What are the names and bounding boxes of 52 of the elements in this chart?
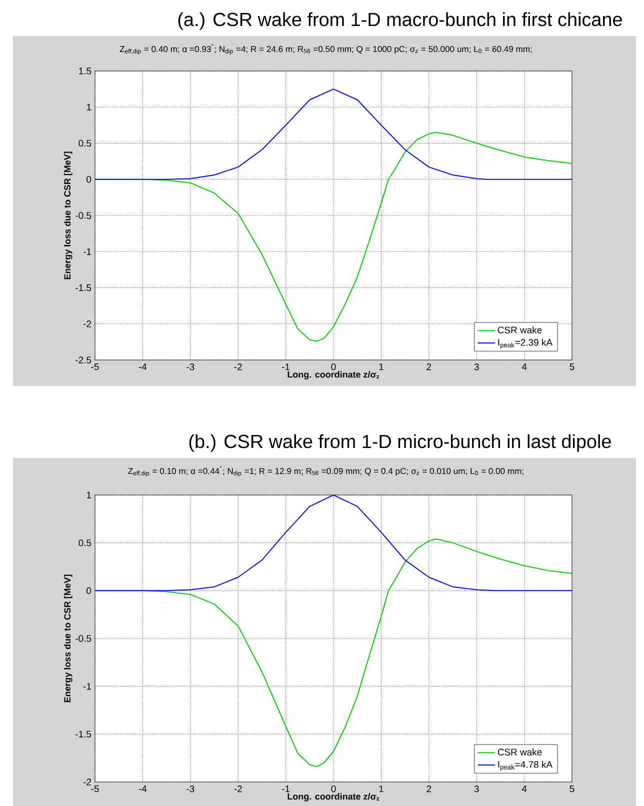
x-tick-label: 2: [426, 786, 432, 792]
legend-label: I$_{peak}$=2.39 kA: [498, 338, 552, 349]
x-tick-label: 2: [426, 364, 432, 370]
y-tick-label: 1: [86, 492, 92, 498]
y-axis-title: Energy loss due to CSR [MeV]: [64, 574, 72, 702]
chart-title: (b.) CSR wake from 1-D micro-bunch in last dipole: [189, 434, 611, 452]
y-tick-label: -2: [83, 320, 92, 328]
y-tick-label: -0.5: [76, 212, 92, 219]
y-tick-label: 1: [86, 104, 92, 110]
x-tick-label: -3: [186, 364, 194, 370]
y-tick-label: 0: [86, 176, 92, 183]
x-tick-label: 5: [570, 364, 574, 370]
text: Z$_{eff,dip}$ = 0.10 m; α =0.44$^{°}$; N$_{dip}$ =1; R = 12.9 m; R$_{56}$ =0.09 mm; Q = 0.4 pC; σ$_{z}$ = 0.010 um; L$_{0}$ = 0.00 mm;: [128, 466, 524, 476]
x-tick-label: -1: [282, 364, 290, 370]
x-tick-label: 4: [522, 364, 527, 370]
x-tick-label: 5: [570, 786, 574, 792]
y-tick-label: 0.5: [78, 539, 92, 546]
x-tick-label: 0: [331, 786, 336, 792]
x-tick-label: 0: [331, 364, 336, 370]
y-tick-label: -2.5: [76, 356, 92, 364]
x-tick-label: -5: [91, 786, 99, 792]
line-series: [95, 88, 572, 180]
y-tick-label: -1.5: [76, 284, 92, 292]
x-axis-title: Long. coordinate z/σ$_{z}$: [288, 793, 380, 802]
x-tick-label: 1: [379, 786, 384, 792]
x-tick-label: -4: [138, 786, 147, 792]
text: Z$_{eff,dip}$ = 0.40 m; α =0.93$^{°}$; N$_{dip}$ =4; R = 24.6 m; R$_{56}$ =0.50 mm; Q = 1000 pC; σ$_{z}$ = 50.000 um; L$_{0}$ = 60.49 mm;: [120, 44, 532, 55]
y-tick-label: 0: [86, 587, 92, 594]
legend-label: CSR wake: [498, 748, 542, 756]
line-series: [95, 494, 572, 592]
y-axis-title: Energy loss due to CSR [MeV]: [64, 152, 72, 280]
y-tick-label: -0.5: [76, 635, 92, 642]
x-tick-label: 1: [379, 364, 384, 370]
x-tick-label: -5: [91, 364, 99, 370]
x-axis-title: Long. coordinate z/σ$_{z}$: [288, 371, 380, 380]
x-tick-label: -1: [282, 786, 290, 792]
x-tick-label: -4: [138, 364, 147, 370]
x-tick-label: -2: [234, 364, 242, 370]
legend-label: CSR wake: [498, 326, 542, 334]
legend-label: I$_{peak}$=4.78 kA: [498, 760, 552, 771]
x-tick-label: -2: [234, 786, 242, 792]
x-tick-label: 3: [474, 364, 479, 370]
y-tick-label: -1.5: [76, 730, 92, 738]
x-tick-label: -3: [186, 786, 194, 792]
y-tick-label: -1: [83, 248, 92, 255]
y-tick-label: 0.5: [78, 140, 92, 147]
y-tick-label: 1.5: [79, 68, 92, 74]
x-tick-label: 3: [474, 786, 479, 792]
y-tick-label: -2: [83, 778, 92, 786]
x-tick-label: 4: [522, 786, 527, 792]
chart-title: (a.) CSR wake from 1-D macro-bunch in first chicane: [178, 12, 622, 30]
y-tick-label: -1: [83, 683, 92, 690]
